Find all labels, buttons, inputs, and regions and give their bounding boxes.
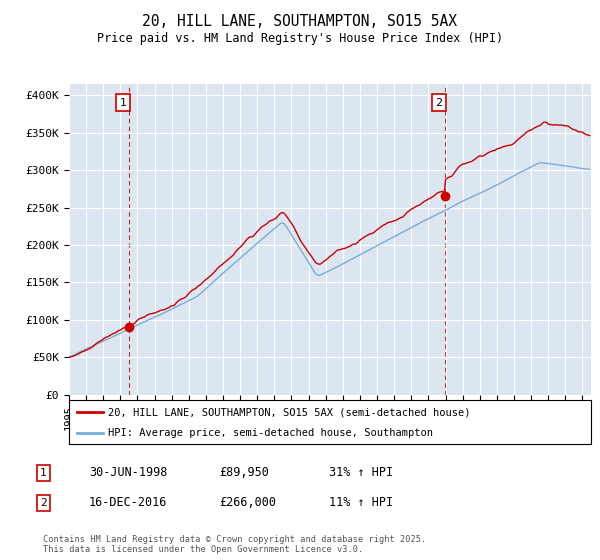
Text: 2: 2 (40, 498, 47, 508)
Text: 16-DEC-2016: 16-DEC-2016 (89, 496, 167, 510)
Text: £266,000: £266,000 (219, 496, 276, 510)
Text: HPI: Average price, semi-detached house, Southampton: HPI: Average price, semi-detached house,… (108, 428, 433, 438)
Text: 11% ↑ HPI: 11% ↑ HPI (329, 496, 393, 510)
Text: 20, HILL LANE, SOUTHAMPTON, SO15 5AX (semi-detached house): 20, HILL LANE, SOUTHAMPTON, SO15 5AX (se… (108, 407, 470, 417)
Text: 30-JUN-1998: 30-JUN-1998 (89, 466, 167, 479)
Text: 31% ↑ HPI: 31% ↑ HPI (329, 466, 393, 479)
Text: 2: 2 (435, 98, 442, 108)
Text: £89,950: £89,950 (219, 466, 269, 479)
Text: 1: 1 (40, 468, 47, 478)
Text: Contains HM Land Registry data © Crown copyright and database right 2025.
This d: Contains HM Land Registry data © Crown c… (43, 535, 427, 554)
Text: 1: 1 (119, 98, 127, 108)
Text: 20, HILL LANE, SOUTHAMPTON, SO15 5AX: 20, HILL LANE, SOUTHAMPTON, SO15 5AX (143, 14, 458, 29)
Text: Price paid vs. HM Land Registry's House Price Index (HPI): Price paid vs. HM Land Registry's House … (97, 32, 503, 45)
